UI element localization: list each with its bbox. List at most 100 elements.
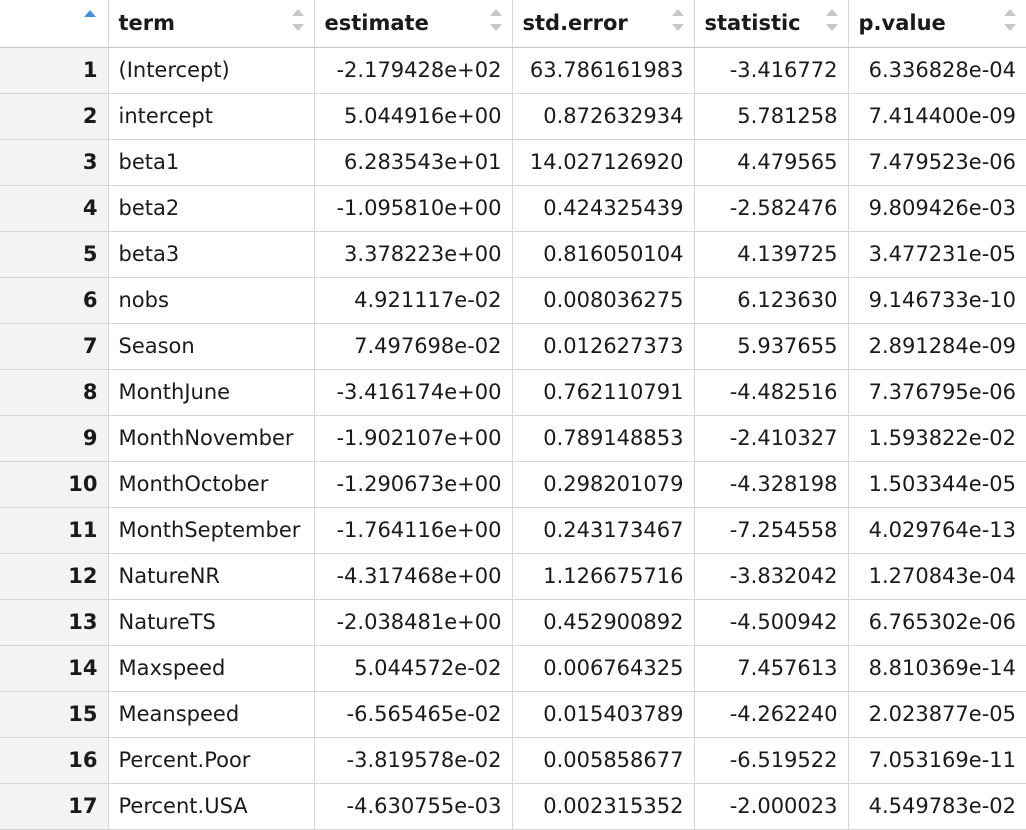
- cell-term[interactable]: Percent.USA: [108, 783, 315, 830]
- cell-std-error[interactable]: 0.015403789: [512, 691, 695, 738]
- cell-p-value[interactable]: 1.593822e-02: [848, 415, 1026, 462]
- cell-estimate[interactable]: 6.283543e+01: [314, 139, 513, 186]
- cell-statistic[interactable]: 5.781258: [694, 93, 849, 140]
- cell-std-error[interactable]: 0.298201079: [512, 461, 695, 508]
- cell-statistic[interactable]: -2.582476: [694, 185, 849, 232]
- cell-std-error[interactable]: 1.126675716: [512, 553, 695, 600]
- cell-p-value[interactable]: 2.891284e-09: [848, 323, 1026, 370]
- cell-estimate[interactable]: -4.630755e-03: [314, 783, 513, 830]
- cell-statistic[interactable]: -3.416772: [694, 47, 849, 94]
- cell-term[interactable]: intercept: [108, 93, 315, 140]
- cell-estimate[interactable]: -3.416174e+00: [314, 369, 513, 416]
- sort-icon[interactable]: [671, 9, 684, 31]
- cell-term[interactable]: NatureNR: [108, 553, 315, 600]
- cell-estimate[interactable]: -6.565465e-02: [314, 691, 513, 738]
- cell-term[interactable]: Maxspeed: [108, 645, 315, 692]
- sort-icon[interactable]: [489, 9, 502, 31]
- cell-p-value[interactable]: 7.053169e-11: [848, 737, 1026, 784]
- cell-statistic[interactable]: -4.500942: [694, 599, 849, 646]
- cell-term[interactable]: Season: [108, 323, 315, 370]
- cell-std-error[interactable]: 0.012627373: [512, 323, 695, 370]
- cell-term[interactable]: MonthOctober: [108, 461, 315, 508]
- cell-statistic[interactable]: 4.479565: [694, 139, 849, 186]
- cell-p-value[interactable]: 8.810369e-14: [848, 645, 1026, 692]
- cell-term[interactable]: MonthNovember: [108, 415, 315, 462]
- cell-statistic[interactable]: -2.410327: [694, 415, 849, 462]
- cell-estimate[interactable]: 4.921117e-02: [314, 277, 513, 324]
- sort-icon[interactable]: [1004, 9, 1016, 31]
- cell-std-error[interactable]: 14.027126920: [512, 139, 695, 186]
- cell-p-value[interactable]: 4.029764e-13: [848, 507, 1026, 554]
- cell-std-error[interactable]: 0.816050104: [512, 231, 695, 278]
- column-header-p-value[interactable]: p.value: [848, 0, 1026, 48]
- cell-std-error[interactable]: 0.243173467: [512, 507, 695, 554]
- cell-term[interactable]: beta2: [108, 185, 315, 232]
- column-header-term[interactable]: term: [108, 0, 315, 48]
- cell-statistic[interactable]: -7.254558: [694, 507, 849, 554]
- cell-std-error[interactable]: 0.762110791: [512, 369, 695, 416]
- sort-icon[interactable]: [291, 9, 304, 31]
- cell-estimate[interactable]: -1.290673e+00: [314, 461, 513, 508]
- cell-term[interactable]: MonthJune: [108, 369, 315, 416]
- cell-statistic[interactable]: -4.482516: [694, 369, 849, 416]
- cell-estimate[interactable]: -2.179428e+02: [314, 47, 513, 94]
- cell-term[interactable]: Meanspeed: [108, 691, 315, 738]
- cell-estimate[interactable]: 5.044916e+00: [314, 93, 513, 140]
- cell-std-error[interactable]: 0.789148853: [512, 415, 695, 462]
- cell-p-value[interactable]: 2.023877e-05: [848, 691, 1026, 738]
- cell-term[interactable]: Percent.Poor: [108, 737, 315, 784]
- cell-p-value[interactable]: 9.146733e-10: [848, 277, 1026, 324]
- cell-std-error[interactable]: 0.008036275: [512, 277, 695, 324]
- cell-p-value[interactable]: 4.549783e-02: [848, 783, 1026, 830]
- column-header-estimate[interactable]: estimate: [314, 0, 513, 48]
- column-header-std-error[interactable]: std.error: [512, 0, 695, 48]
- row-index-header[interactable]: [0, 0, 109, 48]
- cell-term[interactable]: beta1: [108, 139, 315, 186]
- cell-estimate[interactable]: -2.038481e+00: [314, 599, 513, 646]
- cell-std-error[interactable]: 0.005858677: [512, 737, 695, 784]
- cell-statistic[interactable]: -3.832042: [694, 553, 849, 600]
- cell-estimate[interactable]: -4.317468e+00: [314, 553, 513, 600]
- row-number: 6: [0, 277, 109, 324]
- cell-estimate[interactable]: 5.044572e-02: [314, 645, 513, 692]
- cell-p-value[interactable]: 6.336828e-04: [848, 47, 1026, 94]
- cell-statistic[interactable]: -4.328198: [694, 461, 849, 508]
- cell-term[interactable]: MonthSeptember: [108, 507, 315, 554]
- cell-statistic[interactable]: -2.000023: [694, 783, 849, 830]
- cell-estimate[interactable]: 3.378223e+00: [314, 231, 513, 278]
- cell-term[interactable]: nobs: [108, 277, 315, 324]
- sort-ascending-icon[interactable]: [83, 10, 96, 20]
- cell-estimate[interactable]: 7.497698e-02: [314, 323, 513, 370]
- cell-p-value[interactable]: 6.765302e-06: [848, 599, 1026, 646]
- cell-estimate[interactable]: -1.764116e+00: [314, 507, 513, 554]
- cell-statistic[interactable]: 4.139725: [694, 231, 849, 278]
- cell-std-error[interactable]: 0.006764325: [512, 645, 695, 692]
- cell-p-value[interactable]: 1.503344e-05: [848, 461, 1026, 508]
- sort-icon[interactable]: [825, 9, 838, 31]
- cell-term[interactable]: beta3: [108, 231, 315, 278]
- cell-estimate[interactable]: -3.819578e-02: [314, 737, 513, 784]
- cell-std-error[interactable]: 0.452900892: [512, 599, 695, 646]
- row-number: 13: [0, 599, 109, 646]
- cell-std-error[interactable]: 0.002315352: [512, 783, 695, 830]
- cell-std-error[interactable]: 0.424325439: [512, 185, 695, 232]
- cell-statistic[interactable]: -4.262240: [694, 691, 849, 738]
- cell-std-error[interactable]: 63.786161983: [512, 47, 695, 94]
- cell-statistic[interactable]: 7.457613: [694, 645, 849, 692]
- table-row: 11 MonthSeptember -1.764116e+00 0.243173467…: [0, 507, 1026, 554]
- cell-statistic[interactable]: -6.519522: [694, 737, 849, 784]
- cell-p-value[interactable]: 7.479523e-06: [848, 139, 1026, 186]
- cell-std-error[interactable]: 0.872632934: [512, 93, 695, 140]
- cell-term[interactable]: NatureTS: [108, 599, 315, 646]
- cell-p-value[interactable]: 9.809426e-03: [848, 185, 1026, 232]
- cell-p-value[interactable]: 1.270843e-04: [848, 553, 1026, 600]
- cell-statistic[interactable]: 5.937655: [694, 323, 849, 370]
- cell-p-value[interactable]: 7.414400e-09: [848, 93, 1026, 140]
- cell-statistic[interactable]: 6.123630: [694, 277, 849, 324]
- cell-estimate[interactable]: -1.095810e+00: [314, 185, 513, 232]
- cell-term[interactable]: (Intercept): [108, 47, 315, 94]
- cell-p-value[interactable]: 3.477231e-05: [848, 231, 1026, 278]
- column-header-statistic[interactable]: statistic: [694, 0, 849, 48]
- cell-p-value[interactable]: 7.376795e-06: [848, 369, 1026, 416]
- cell-estimate[interactable]: -1.902107e+00: [314, 415, 513, 462]
